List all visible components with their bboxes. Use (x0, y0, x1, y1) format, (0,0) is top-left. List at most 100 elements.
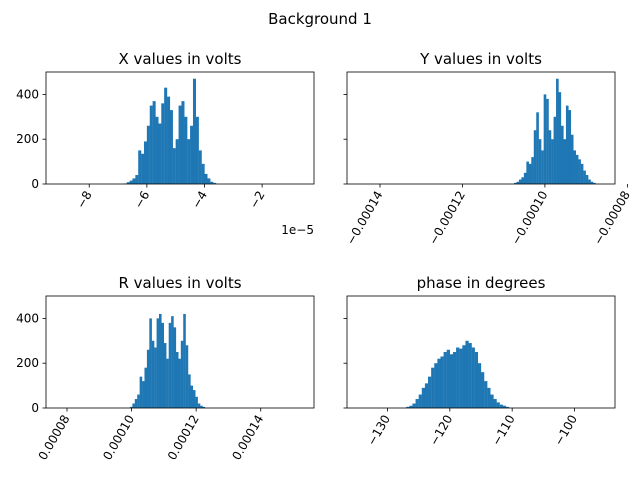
histogram-bar (415, 399, 419, 408)
histogram-bar (210, 181, 214, 184)
axis-offset-label: 1e−5 (281, 223, 314, 237)
histogram-bar (570, 134, 574, 184)
histogram-panel-1: X values in volts 0 200 400 −8 −6 −4 −2 1e−5 (16, 50, 315, 237)
histogram-bar (155, 116, 159, 184)
histogram-bar (477, 363, 482, 408)
histogram-panel-3: R values in volts 0 200 400 0.00008 0.00010 0.… (16, 274, 315, 462)
histogram-bar (580, 163, 584, 184)
histogram-bar (202, 406, 206, 408)
histogram-bar (146, 125, 150, 184)
histogram-bar (474, 352, 479, 408)
histogram-bar (565, 105, 569, 184)
histogram-bar (521, 177, 525, 184)
histogram-bar (139, 376, 143, 408)
histogram-bar (590, 181, 594, 184)
histogram-bar (192, 78, 196, 184)
histogram-bar (484, 381, 488, 408)
x-tick-label: −4 (189, 189, 210, 211)
histogram-bar (471, 347, 475, 408)
histogram-panel-2: Y values in volts −0.00014 −0.00012 −0.0001… (343, 50, 633, 248)
histogram-bar (141, 153, 145, 184)
subplot-title: phase in degrees (417, 274, 546, 292)
histogram-bar (440, 356, 444, 408)
histogram-bar (134, 399, 138, 408)
histogram-bar (431, 367, 435, 408)
histogram-bar (132, 178, 136, 184)
histogram-bar (144, 367, 148, 408)
x-tick-label: −2 (247, 189, 268, 211)
histogram-bar (560, 125, 564, 184)
histogram-bar (406, 406, 410, 408)
histogram-bar (188, 374, 191, 408)
histogram-bar (213, 182, 217, 184)
histogram-bar (412, 403, 416, 408)
histogram-bar (538, 139, 542, 184)
y-tick-label: 400 (16, 311, 39, 325)
y-tick-label: 0 (31, 177, 39, 191)
histogram-bar (418, 394, 422, 408)
histogram-bar (149, 105, 153, 184)
histogram-bar (588, 179, 591, 184)
histogram-bar (138, 150, 142, 184)
histogram-bar (161, 322, 165, 408)
histogram-bar (531, 157, 534, 184)
x-tick-label: −0.00014 (344, 189, 386, 248)
axes-frame (45, 71, 315, 185)
histogram-bar (197, 403, 201, 408)
histogram-bar (149, 318, 152, 408)
histogram-bar (528, 163, 532, 184)
histogram-bar (568, 110, 572, 184)
histogram-bar (169, 110, 173, 184)
y-tick-label: 0 (31, 401, 39, 415)
histogram-bar (185, 345, 189, 408)
histogram-bar (163, 343, 167, 408)
histogram-bar (146, 349, 150, 408)
axes-frame (346, 71, 616, 185)
histogram-bar (573, 150, 576, 184)
x-tick-label: −110 (489, 413, 518, 449)
histogram-bar (166, 358, 169, 408)
histogram-bar (490, 394, 494, 408)
histogram-bar (516, 181, 520, 184)
histogram-bar (548, 130, 552, 184)
x-tick-label: −6 (131, 189, 152, 211)
histogram-bar (428, 376, 432, 408)
histogram-bar (175, 352, 179, 408)
histogram-bar (164, 87, 168, 184)
histogram-bar (543, 94, 547, 184)
x-tick-label: −8 (74, 189, 95, 211)
histogram-bar (593, 182, 596, 184)
histogram-bar (129, 180, 133, 184)
axes-frame (346, 295, 616, 409)
histogram-bar (481, 372, 485, 408)
histogram-bar (536, 112, 539, 184)
histogram-bar (563, 139, 567, 184)
histogram-bar (502, 405, 507, 408)
histogram-bar (434, 363, 438, 408)
histogram-bar (409, 405, 413, 408)
histogram-bar (493, 399, 497, 408)
histogram-bar (541, 150, 544, 184)
histogram-bar (523, 172, 527, 184)
histogram-bar (158, 123, 162, 184)
histogram-bar (183, 313, 186, 408)
histogram-bar (171, 316, 174, 408)
x-tick-label: −0.00008 (591, 189, 633, 248)
histogram-bar (558, 92, 562, 184)
histogram-bar (546, 98, 549, 184)
x-tick-label: −0.00012 (426, 189, 468, 248)
histogram-bar (556, 78, 559, 184)
y-tick-label: 200 (16, 132, 39, 146)
histogram-bar (204, 173, 208, 184)
histogram-bar (173, 327, 177, 408)
histogram-bar (452, 352, 457, 408)
histogram-bar (195, 116, 199, 184)
histogram-bar (167, 96, 171, 184)
histogram-bar (168, 322, 172, 408)
histogram-bar (192, 390, 196, 408)
histogram-bar (456, 347, 460, 408)
y-tick-label: 400 (16, 87, 39, 101)
histogram-bar (487, 387, 491, 408)
histogram-bar (137, 394, 140, 408)
histogram-bar (526, 161, 529, 184)
